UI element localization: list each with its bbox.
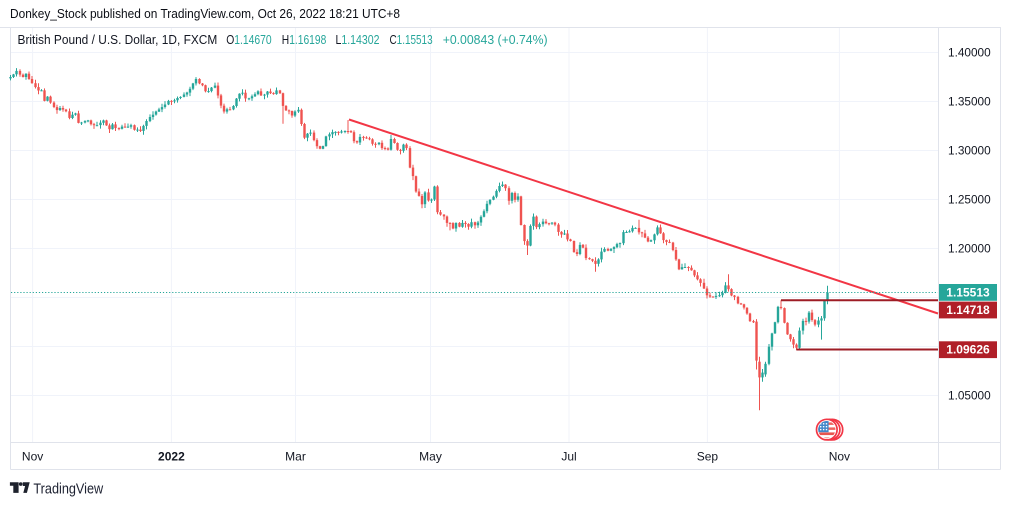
svg-text:+0.00843 (+0.74%): +0.00843 (+0.74%) (443, 32, 548, 47)
svg-text:1.35000: 1.35000 (948, 95, 991, 109)
svg-text:Mar: Mar (285, 450, 306, 464)
svg-text:Donkey_Stock published on Trad: Donkey_Stock published on TradingView.co… (10, 6, 400, 21)
svg-text:O1.14670: O1.14670 (226, 32, 271, 47)
svg-text:Nov: Nov (22, 450, 43, 464)
svg-text:TradingView: TradingView (33, 482, 103, 498)
svg-text:2022: 2022 (158, 450, 185, 464)
svg-text:1.25000: 1.25000 (948, 193, 991, 207)
svg-text:1.14718: 1.14718 (946, 303, 990, 317)
svg-text:1.40000: 1.40000 (948, 46, 991, 60)
svg-text:H1.16198: H1.16198 (282, 32, 327, 47)
svg-text:1.09626: 1.09626 (946, 343, 990, 357)
svg-text:Sep: Sep (697, 450, 719, 464)
svg-text:L1.14302: L1.14302 (336, 32, 380, 47)
svg-text:1.05000: 1.05000 (948, 389, 991, 403)
svg-text:British Pound / U.S. Dollar, 1: British Pound / U.S. Dollar, 1D, FXCM (18, 32, 218, 47)
svg-text:Jul: Jul (561, 450, 576, 464)
svg-text:Nov: Nov (829, 450, 850, 464)
svg-text:1.30000: 1.30000 (948, 144, 991, 158)
svg-text:1.20000: 1.20000 (948, 242, 991, 256)
svg-text:C1.15513: C1.15513 (390, 32, 433, 47)
svg-text:May: May (419, 450, 442, 464)
svg-text:1.15513: 1.15513 (946, 285, 990, 299)
